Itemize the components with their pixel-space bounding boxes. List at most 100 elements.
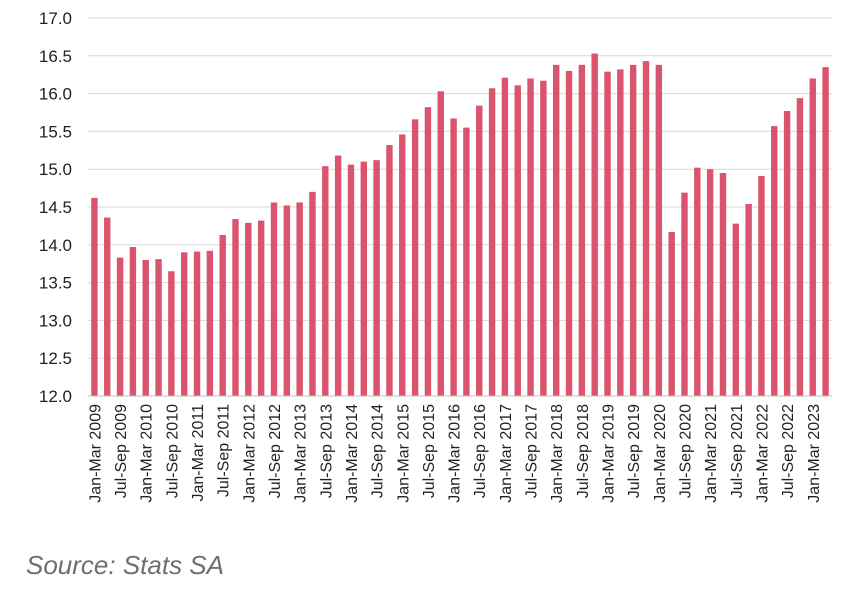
bar — [809, 78, 816, 396]
x-tick-label: Jan-Mar 2014 — [344, 404, 361, 503]
bar — [219, 234, 226, 396]
x-tick-label: Jan-Mar 2010 — [139, 404, 156, 503]
bar — [411, 119, 419, 396]
bar — [129, 247, 137, 396]
bar — [309, 191, 316, 396]
bar — [399, 134, 406, 396]
bar — [642, 61, 650, 396]
y-tick-label: 13.5 — [39, 274, 72, 293]
bar — [347, 164, 355, 396]
x-tick-label: Jan-Mar 2009 — [87, 404, 104, 503]
bar — [424, 107, 432, 396]
bar — [488, 88, 496, 397]
y-tick-label: 12.5 — [39, 349, 72, 368]
bar — [822, 67, 829, 396]
x-tick-label: Jan-Mar 2016 — [447, 404, 464, 503]
y-tick-label: 12.0 — [39, 387, 72, 406]
source-note: Source: Stats SA — [26, 550, 224, 580]
x-tick-label: Jul-Sep 2016 — [472, 404, 489, 498]
bar — [796, 98, 804, 397]
y-tick-label: 14.0 — [39, 236, 72, 255]
x-tick-label: Jan-Mar 2019 — [601, 404, 618, 503]
bar — [116, 257, 124, 396]
x-tick-label: Jan-Mar 2011 — [190, 404, 207, 502]
bar — [565, 70, 573, 397]
x-tick-label: Jan-Mar 2022 — [754, 404, 771, 503]
x-tick-label: Jan-Mar 2023 — [806, 404, 823, 503]
x-tick-label: Jul-Sep 2009 — [113, 404, 130, 498]
bar — [771, 126, 778, 396]
bar-chart: 12.0 12.5 13.0 13.5 14.0 14.5 15.0 15.5 16.0 16.5… — [39, 9, 832, 503]
bar — [193, 251, 201, 396]
bar — [617, 69, 624, 397]
y-tick-label: 15.5 — [39, 122, 72, 141]
bar — [514, 85, 521, 396]
bar — [706, 169, 714, 396]
bars — [91, 53, 829, 397]
bar — [783, 110, 791, 396]
x-tick-label: Jan-Mar 2013 — [293, 404, 310, 503]
y-tick-label: 17.0 — [39, 9, 72, 28]
bar — [322, 166, 329, 396]
bar — [91, 197, 98, 396]
bar — [181, 252, 188, 396]
x-tick-label: Jul-Sep 2012 — [267, 404, 284, 498]
x-tick-label: Jul-Sep 2021 — [729, 404, 746, 498]
bar — [245, 222, 252, 396]
bar — [668, 231, 675, 396]
y-tick-label: 16.0 — [39, 85, 72, 104]
bar — [270, 202, 278, 396]
bar — [681, 192, 688, 396]
x-tick-label: Jan-Mar 2020 — [652, 404, 669, 503]
bar — [168, 271, 175, 396]
bar — [437, 91, 444, 396]
bar — [655, 64, 663, 396]
y-tick-label: 14.5 — [39, 198, 72, 217]
bar — [540, 80, 547, 397]
bar — [758, 176, 765, 396]
x-tick-label: Jan-Mar 2017 — [498, 404, 515, 503]
x-tick-label: Jan-Mar 2018 — [549, 404, 566, 503]
bar — [450, 118, 457, 396]
x-tick-label: Jul-Sep 2022 — [780, 404, 797, 498]
x-tick-label: Jul-Sep 2018 — [575, 404, 592, 498]
bar — [283, 205, 291, 396]
x-tick-label: Jul-Sep 2014 — [370, 404, 387, 498]
bar — [142, 259, 149, 396]
x-tick-label: Jul-Sep 2015 — [421, 404, 438, 498]
x-tick-label: Jul-Sep 2020 — [677, 404, 694, 498]
x-tick-label: Jan-Mar 2012 — [241, 404, 258, 503]
bar — [232, 219, 239, 396]
bar — [527, 78, 534, 396]
x-tick-label: Jan-Mar 2015 — [395, 404, 412, 503]
bar — [604, 71, 611, 397]
bar — [360, 161, 367, 396]
bar — [501, 77, 509, 396]
bar — [257, 220, 265, 396]
bar — [745, 203, 752, 396]
x-tick-label: Jul-Sep 2013 — [318, 404, 335, 498]
x-tick-label: Jul-Sep 2017 — [524, 404, 541, 498]
bar — [578, 64, 586, 396]
bar — [386, 145, 393, 396]
bar — [476, 105, 483, 397]
bar — [296, 202, 303, 396]
bar — [155, 259, 162, 396]
y-tick-label: 16.5 — [39, 47, 72, 66]
y-tick-label: 13.0 — [39, 311, 72, 330]
x-tick-label: Jul-Sep 2010 — [164, 404, 181, 498]
bar — [732, 223, 739, 396]
x-tick-label: Jul-Sep 2019 — [626, 404, 643, 498]
bar — [373, 160, 380, 396]
x-axis-ticks: Jan-Mar 2009 Jul-Sep 2009 Jan-Mar 2010 Jul-… — [87, 404, 822, 503]
x-tick-label: Jan-Mar 2021 — [703, 404, 720, 503]
bar — [463, 127, 470, 397]
y-tick-label: 15.0 — [39, 160, 72, 179]
bar — [104, 217, 111, 396]
bar — [553, 64, 560, 396]
bar — [334, 155, 342, 396]
y-axis-ticks: 12.0 12.5 13.0 13.5 14.0 14.5 15.0 15.5 16.0 16.5… — [39, 9, 72, 406]
bar — [694, 167, 701, 396]
bar — [629, 64, 637, 396]
bar — [591, 53, 598, 396]
